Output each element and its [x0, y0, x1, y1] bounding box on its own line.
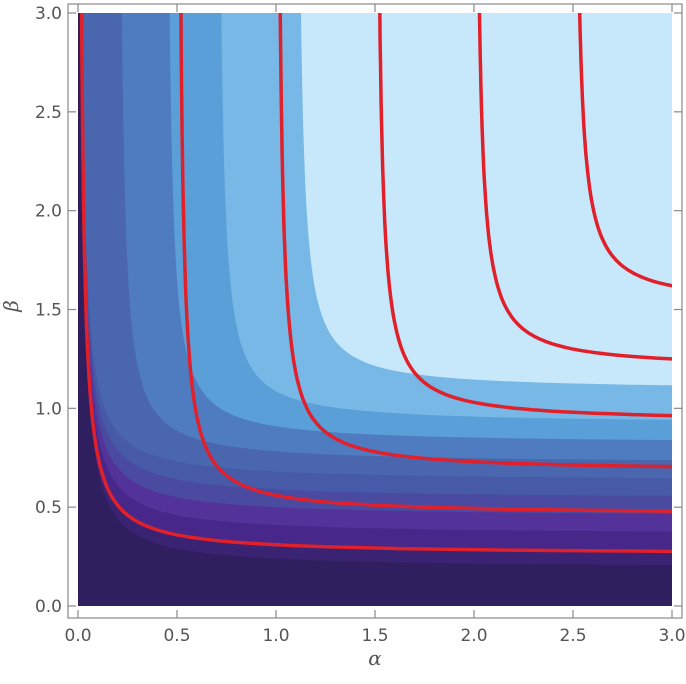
y-axis-label: β [0, 300, 23, 313]
contour-line-3 [278, 13, 672, 469]
y-tick-label: 0.0 [35, 597, 62, 617]
contour-line-5 [477, 13, 672, 361]
filled-contour-bands [78, 13, 672, 606]
x-axis-label: α [368, 646, 382, 670]
x-tick-label: 0.0 [64, 626, 91, 646]
contour-line-2 [179, 13, 672, 513]
contour-lines [79, 13, 672, 554]
x-axis-ticks: 0.0 0.5 1.0 1.5 2.0 2.5 3.0 [64, 4, 686, 646]
y-tick-label: 2.5 [35, 103, 62, 123]
x-tick-label: 1.5 [361, 626, 388, 646]
x-tick-label: 2.0 [460, 626, 487, 646]
x-tick-label: 0.5 [163, 626, 190, 646]
y-axis-ticks: 0.0 0.5 1.0 1.5 2.0 2.5 3.0 [35, 4, 682, 617]
contour-band-10 [300, 13, 672, 386]
y-tick-label: 0.5 [35, 498, 62, 518]
y-tick-label: 1.0 [35, 399, 62, 419]
x-tick-label: 1.0 [262, 626, 289, 646]
x-tick-label: 2.5 [559, 626, 586, 646]
contour-line-1 [79, 13, 672, 554]
y-tick-label: 3.0 [35, 4, 62, 24]
contour-line-6 [577, 13, 672, 288]
y-tick-label: 1.5 [35, 301, 62, 321]
contour-line-4 [378, 13, 672, 418]
y-tick-label: 2.0 [35, 202, 62, 222]
x-tick-label: 3.0 [658, 626, 685, 646]
